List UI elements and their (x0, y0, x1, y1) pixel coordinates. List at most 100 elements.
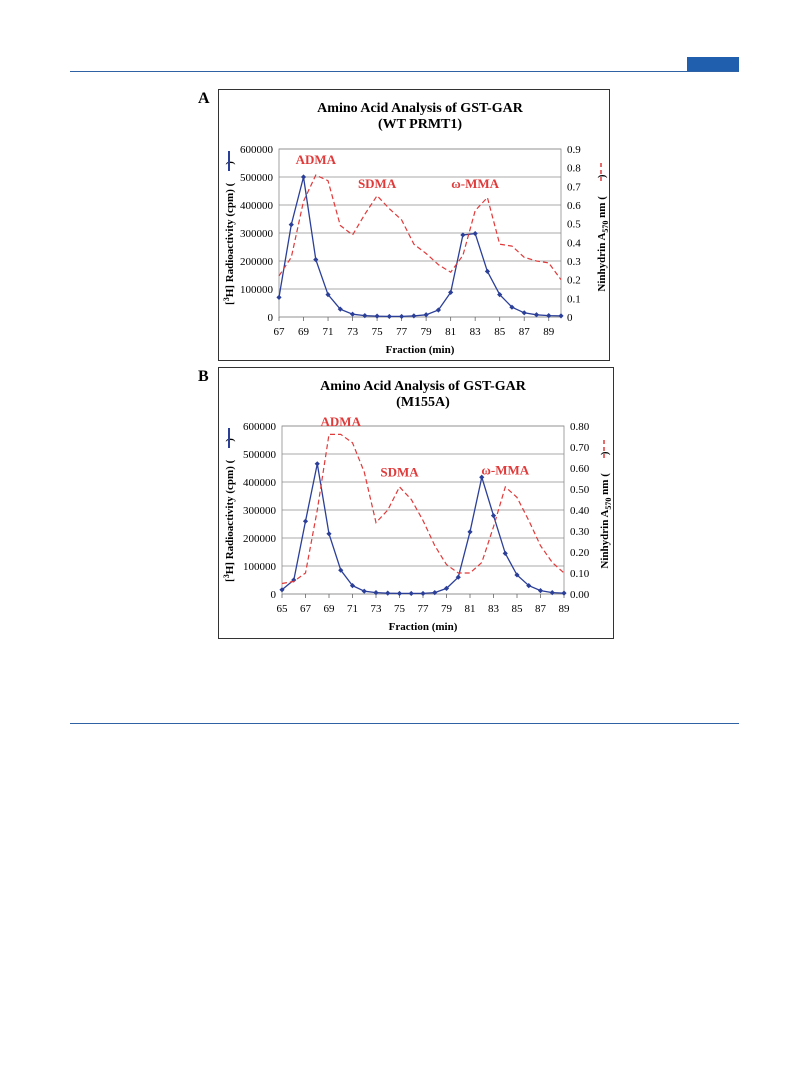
y2-axis-label-sub: 570 (604, 498, 613, 510)
y-tick-label: 300000 (240, 228, 274, 240)
data-point (279, 587, 285, 593)
x-tick-label: 75 (394, 603, 406, 615)
panel-letter-a: A (198, 90, 210, 107)
y-tick-label: 500000 (240, 172, 274, 184)
y-axis-label-main: H] Radioactivity (cpm) ( (224, 459, 236, 574)
data-point (546, 313, 552, 319)
series-radioactivity-line (281, 463, 565, 595)
y2-tick-label: 0.8 (567, 163, 581, 175)
peak-label-mma: ω-MMA (481, 462, 529, 477)
chart-title-line1: Amino Acid Analysis of GST-GAR (320, 379, 527, 394)
y2-tick-label: 0.5 (567, 219, 581, 231)
data-point (435, 307, 441, 313)
y2-tick-label: 0.3 (567, 256, 581, 268)
y2-tick-label: 0.50 (570, 484, 590, 496)
y-tick-label: 200000 (240, 256, 274, 268)
y2-tick-label: 0.60 (570, 463, 590, 475)
data-point (497, 292, 503, 298)
data-point (509, 304, 515, 310)
data-point (326, 531, 332, 537)
peak-label-sdma: SDMA (358, 176, 397, 191)
y-tick-label: 0 (268, 312, 274, 324)
y2-tick-label: 0.10 (570, 568, 590, 580)
data-point (349, 311, 356, 317)
y2-axis-label-sub: 570 (601, 221, 609, 233)
x-tick-label: 77 (396, 326, 408, 338)
header-rule (70, 71, 739, 72)
y-tick-label: 200000 (243, 533, 277, 545)
x-tick-label: 75 (372, 326, 384, 338)
x-tick-label: 67 (300, 603, 312, 615)
data-point (443, 585, 450, 591)
data-point (361, 588, 367, 594)
y2-tick-label: 0.7 (567, 181, 581, 193)
y2-axis-label: Ninhydrin A570 nm () (596, 174, 609, 291)
chart-panel-a: Amino Acid Analysis of GST-GAR (WT PRMT1)… (218, 89, 610, 361)
chart-title-line2: (WT PRMT1) (378, 117, 462, 132)
y-axis-label: [3H] Radioactivity (cpm) () (222, 161, 236, 305)
y2-tick-label: 0.40 (570, 505, 590, 517)
y2-tick-label: 0.1 (567, 293, 581, 305)
y-axis-label-main: H] Radioactivity (cpm) ( (224, 182, 236, 297)
x-tick-label: 71 (347, 603, 358, 615)
x-tick-label: 83 (488, 603, 500, 615)
x-tick-label: 67 (274, 326, 286, 338)
x-tick-label: 71 (323, 326, 334, 338)
x-axis-label: Fraction (min) (386, 344, 455, 356)
y2-tick-label: 0.9 (567, 144, 581, 156)
y2-tick-label: 0.6 (567, 200, 581, 212)
chart-title-line1: Amino Acid Analysis of GST-GAR (317, 101, 524, 116)
x-tick-label: 73 (347, 326, 359, 338)
data-point (533, 312, 540, 318)
x-tick-label: 89 (559, 603, 571, 615)
y-tick-label: 100000 (240, 284, 274, 296)
data-point (302, 518, 309, 524)
data-point (385, 590, 391, 596)
data-point (484, 268, 491, 274)
data-point (455, 574, 461, 580)
chart-panel-b: Amino Acid Analysis of GST-GAR (M155A) 0 10… (218, 367, 614, 639)
y2-axis-label-close: ) (599, 451, 611, 455)
header-accent-tab (687, 57, 739, 71)
data-point (537, 588, 544, 594)
y2-tick-label: 0.00 (570, 589, 590, 601)
y2-axis-label-main: Ninhydrin A (599, 510, 611, 569)
x-tick-label: 69 (298, 326, 310, 338)
data-point (288, 222, 294, 228)
x-tick-label: 87 (519, 326, 531, 338)
y-tick-label: 100000 (243, 561, 277, 573)
data-point (521, 310, 527, 316)
y-tick-label: 300000 (243, 505, 277, 517)
series-radioactivity-line (278, 176, 562, 318)
x-axis-label: Fraction (min) (389, 621, 458, 633)
data-point (396, 590, 403, 597)
y2-tick-label: 0.4 (567, 237, 581, 249)
peak-label-sdma: SDMA (380, 464, 419, 479)
y2-axis-label-unit: nm ( (596, 196, 608, 221)
x-tick-label: 87 (535, 603, 547, 615)
data-point (373, 590, 379, 596)
y-tick-label: 400000 (243, 477, 277, 489)
data-point (362, 313, 368, 319)
x-tick-label: 83 (470, 326, 482, 338)
data-point (338, 567, 344, 573)
x-tick-label: 85 (494, 326, 506, 338)
peak-label-adma: ADMA (296, 152, 337, 167)
data-point (479, 474, 485, 480)
data-point (314, 461, 320, 467)
data-point (561, 590, 567, 596)
data-point (374, 313, 380, 319)
y2-tick-label: 0.80 (570, 421, 590, 433)
data-point (432, 590, 438, 596)
data-point (313, 257, 319, 263)
x-tick-label: 65 (277, 603, 289, 615)
x-tick-label: 69 (324, 603, 336, 615)
panel-letter-b: B (198, 368, 209, 385)
y2-axis-label-main: Ninhydrin A (596, 233, 608, 292)
chart-title-line2: (M155A) (396, 395, 450, 410)
y-tick-label: 600000 (240, 144, 274, 156)
peak-label-mma: ω-MMA (451, 176, 499, 191)
data-point (490, 513, 497, 519)
x-tick-label: 81 (445, 326, 456, 338)
y2-axis-label-close: ) (596, 174, 608, 178)
